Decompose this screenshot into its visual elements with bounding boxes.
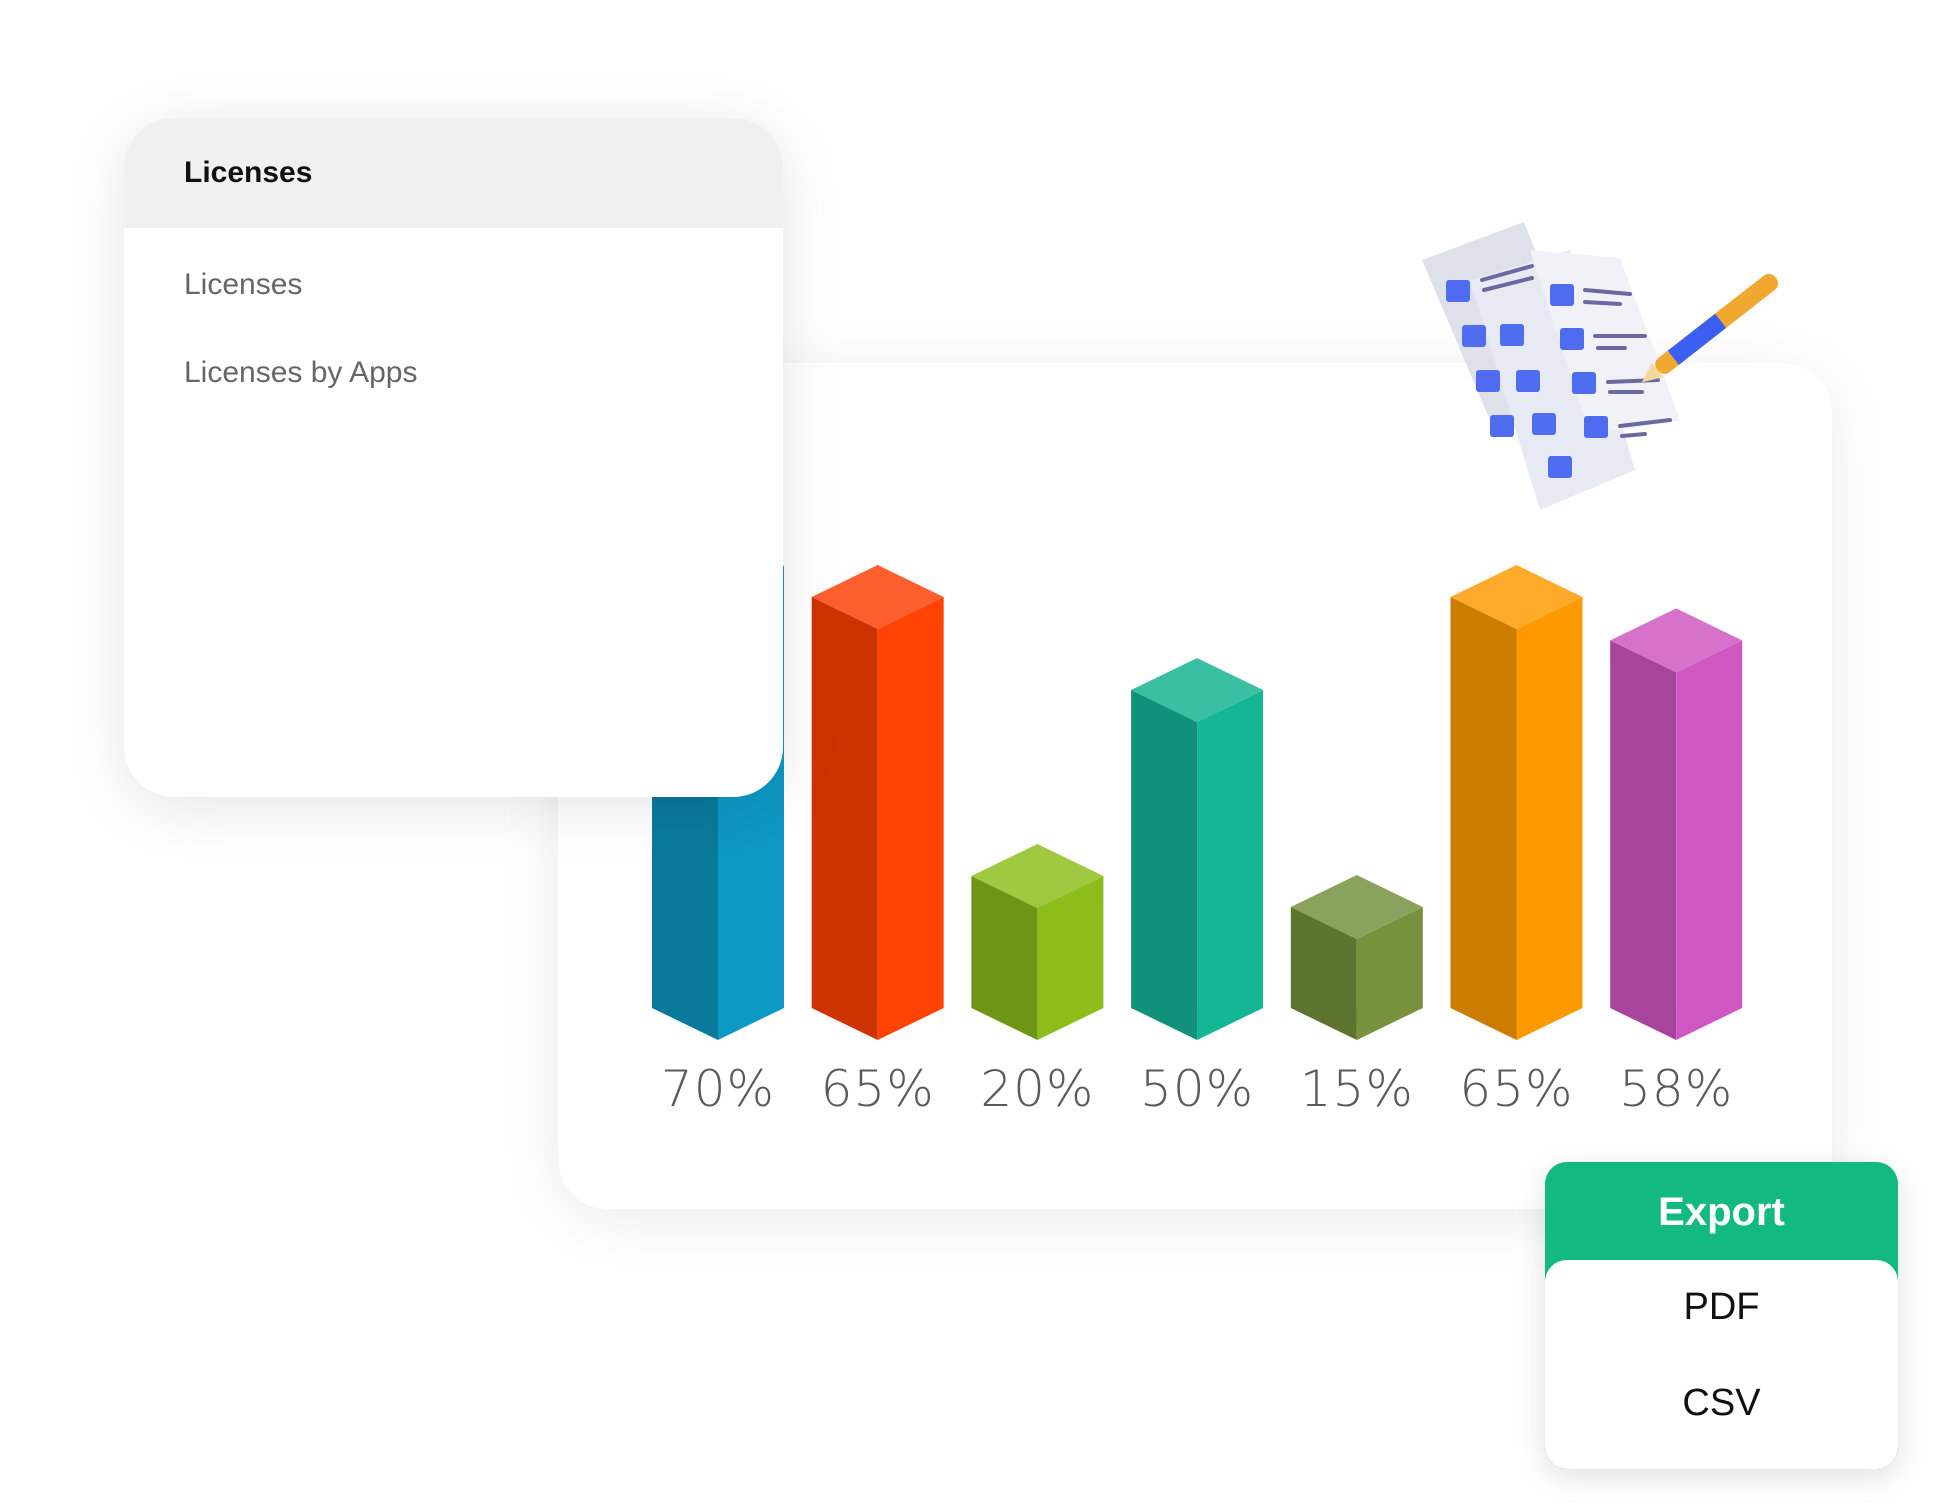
export-button[interactable]: Export bbox=[1658, 1189, 1785, 1234]
menu-item-licenses[interactable]: Licenses bbox=[184, 268, 303, 301]
bar-value-label: 65% bbox=[1459, 1060, 1574, 1118]
bar-left-face bbox=[1610, 640, 1677, 1040]
bar bbox=[1131, 658, 1264, 1040]
bar bbox=[971, 844, 1104, 1040]
menu-header: Licenses bbox=[124, 118, 783, 228]
bar-left-face bbox=[1290, 907, 1357, 1040]
bar bbox=[811, 565, 944, 1040]
bar-right-face bbox=[1516, 597, 1583, 1040]
bar-top-face bbox=[971, 844, 1104, 908]
bar-right-face bbox=[877, 597, 944, 1040]
bar-top-face bbox=[1131, 658, 1264, 722]
bar bbox=[1450, 565, 1583, 1040]
bar-value-label: 50% bbox=[1140, 1060, 1255, 1118]
bar-top-face bbox=[1610, 608, 1743, 673]
bar-right-face bbox=[1197, 690, 1264, 1040]
bar bbox=[1610, 608, 1743, 1040]
licenses-menu-panel: Licenses Licenses Licenses by Apps bbox=[124, 118, 783, 797]
bar-value-label: 65% bbox=[820, 1060, 935, 1118]
bar-right-face bbox=[1037, 876, 1104, 1040]
bar-value-label: 70% bbox=[660, 1060, 776, 1118]
export-option-csv[interactable]: CSV bbox=[1682, 1382, 1761, 1424]
bar-top-face bbox=[1290, 875, 1423, 939]
export-options: PDF CSV bbox=[1545, 1260, 1898, 1469]
bar bbox=[1290, 875, 1423, 1040]
bar-right-face bbox=[1356, 907, 1423, 1040]
bar-top-face bbox=[811, 565, 944, 629]
bar-left-face bbox=[1450, 597, 1517, 1040]
bar-left-face bbox=[1131, 690, 1198, 1040]
menu-item-licenses-by-apps[interactable]: Licenses by Apps bbox=[184, 356, 418, 389]
bar-value-label: 20% bbox=[980, 1060, 1095, 1118]
bar-left-face bbox=[971, 876, 1038, 1040]
bar-value-label: 58% bbox=[1619, 1060, 1734, 1118]
export-option-pdf[interactable]: PDF bbox=[1683, 1286, 1760, 1328]
export-dropdown: Export PDF CSV bbox=[1545, 1162, 1898, 1469]
bar-right-face bbox=[1676, 640, 1743, 1040]
bar-left-face bbox=[811, 597, 878, 1040]
checklist-illustration-icon bbox=[1422, 222, 1779, 510]
bar-value-label: 15% bbox=[1299, 1060, 1414, 1118]
bar-top-face bbox=[1450, 565, 1583, 629]
